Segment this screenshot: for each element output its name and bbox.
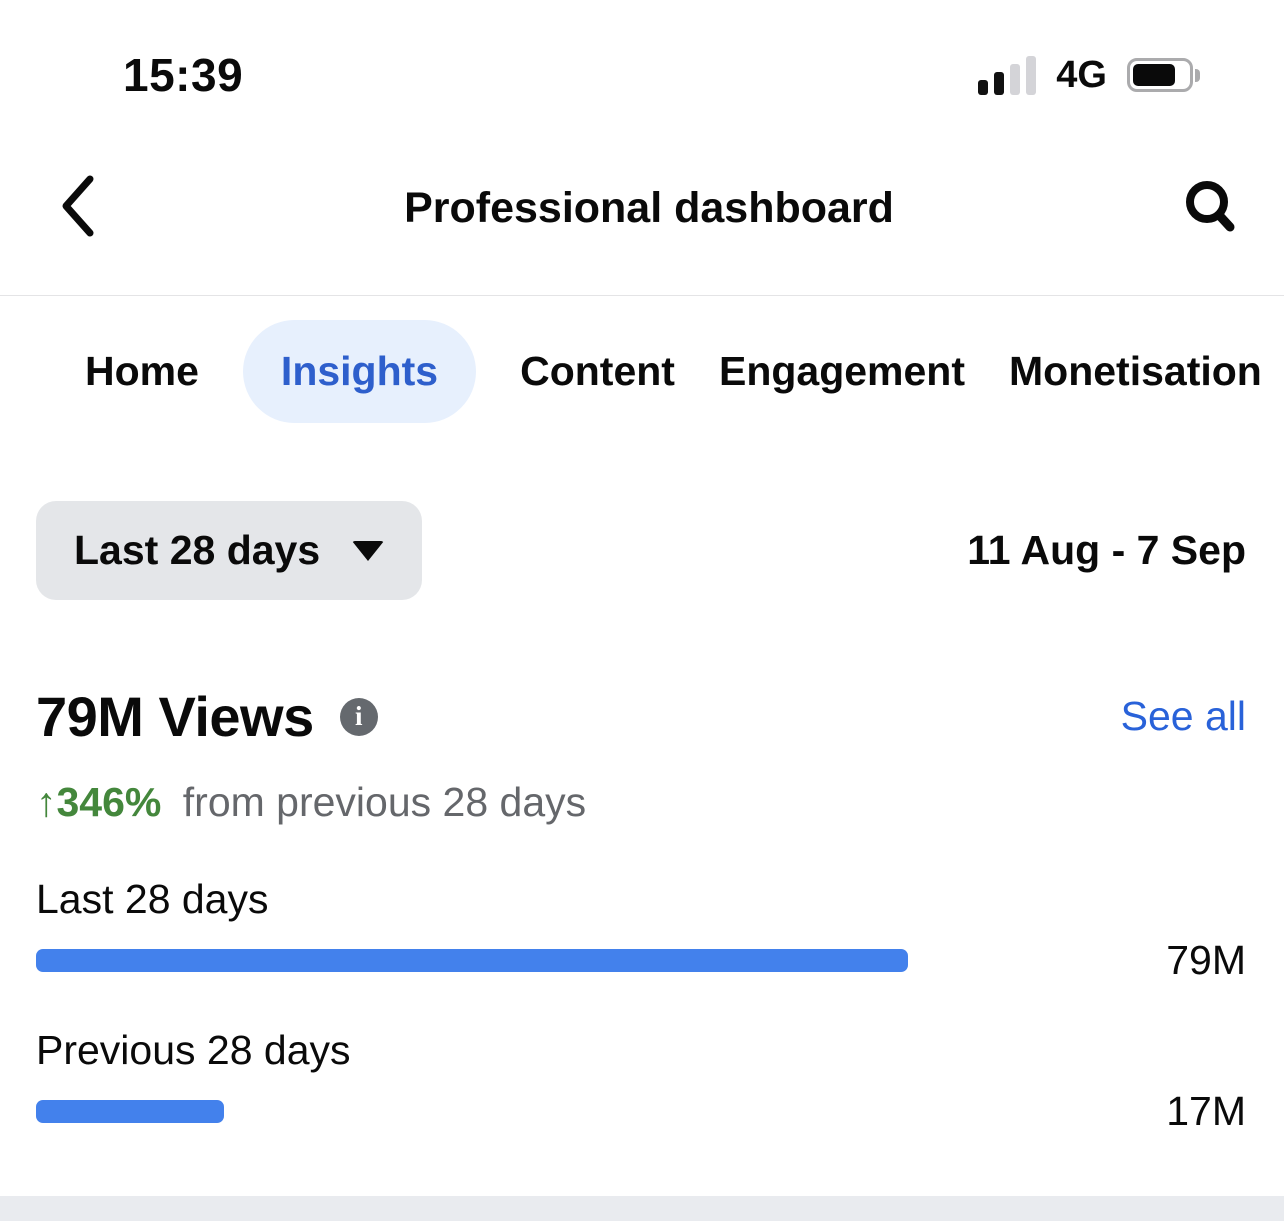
date-range-selector[interactable]: Last 28 days xyxy=(36,501,423,600)
status-bar: 15:39 4G xyxy=(0,0,1284,122)
delta-percent: ↑346% xyxy=(36,779,162,825)
section-divider xyxy=(0,1196,1284,1221)
bar-label: Last 28 days xyxy=(36,876,269,922)
date-range-selector-label: Last 28 days xyxy=(74,527,321,573)
chart-row-previous: Previous 28 days 17M xyxy=(36,1027,1246,1134)
bar-previous xyxy=(36,1099,224,1123)
tab-content[interactable]: Content xyxy=(520,348,675,394)
clock: 15:39 xyxy=(123,49,244,101)
tab-engagement[interactable]: Engagement xyxy=(718,348,966,394)
chart-row-current: Last 28 days 79M xyxy=(36,876,1246,983)
page-title: Professional dashboard xyxy=(404,184,894,232)
tab-monetisation[interactable]: Monetisation xyxy=(1009,348,1262,394)
date-range-label: 11 Aug - 7 Sep xyxy=(967,527,1246,573)
bar-value: 79M xyxy=(1166,936,1246,983)
search-button[interactable] xyxy=(1170,177,1240,240)
chevron-down-icon xyxy=(352,540,385,561)
info-icon[interactable]: i xyxy=(339,697,378,736)
bar-label: Previous 28 days xyxy=(36,1027,351,1073)
delta-line: ↑346% from previous 28 days xyxy=(36,779,1246,826)
back-button[interactable] xyxy=(58,173,128,244)
search-icon xyxy=(1182,177,1240,240)
header: Professional dashboard xyxy=(0,122,1284,296)
delta-suffix: from previous 28 days xyxy=(182,779,587,825)
tab-home[interactable]: Home xyxy=(85,348,199,394)
views-metric-title: 79M Views xyxy=(36,685,314,748)
tab-bar: Home Insights Content Engagement Monetis… xyxy=(0,320,1284,423)
bar-current xyxy=(36,948,908,972)
network-type-label: 4G xyxy=(1056,53,1107,96)
signal-strength-icon xyxy=(978,55,1037,95)
views-bar-chart: Last 28 days 79M Previous 28 days 17M xyxy=(36,876,1246,1134)
filter-row: Last 28 days 11 Aug - 7 Sep xyxy=(36,501,1246,600)
battery-icon xyxy=(1127,58,1200,92)
see-all-link[interactable]: See all xyxy=(1120,693,1246,739)
views-section: 79M Views i See all ↑346% from previous … xyxy=(36,684,1246,826)
tab-insights[interactable]: Insights xyxy=(242,320,477,423)
chevron-left-icon xyxy=(58,173,98,244)
bar-value: 17M xyxy=(1166,1087,1246,1134)
